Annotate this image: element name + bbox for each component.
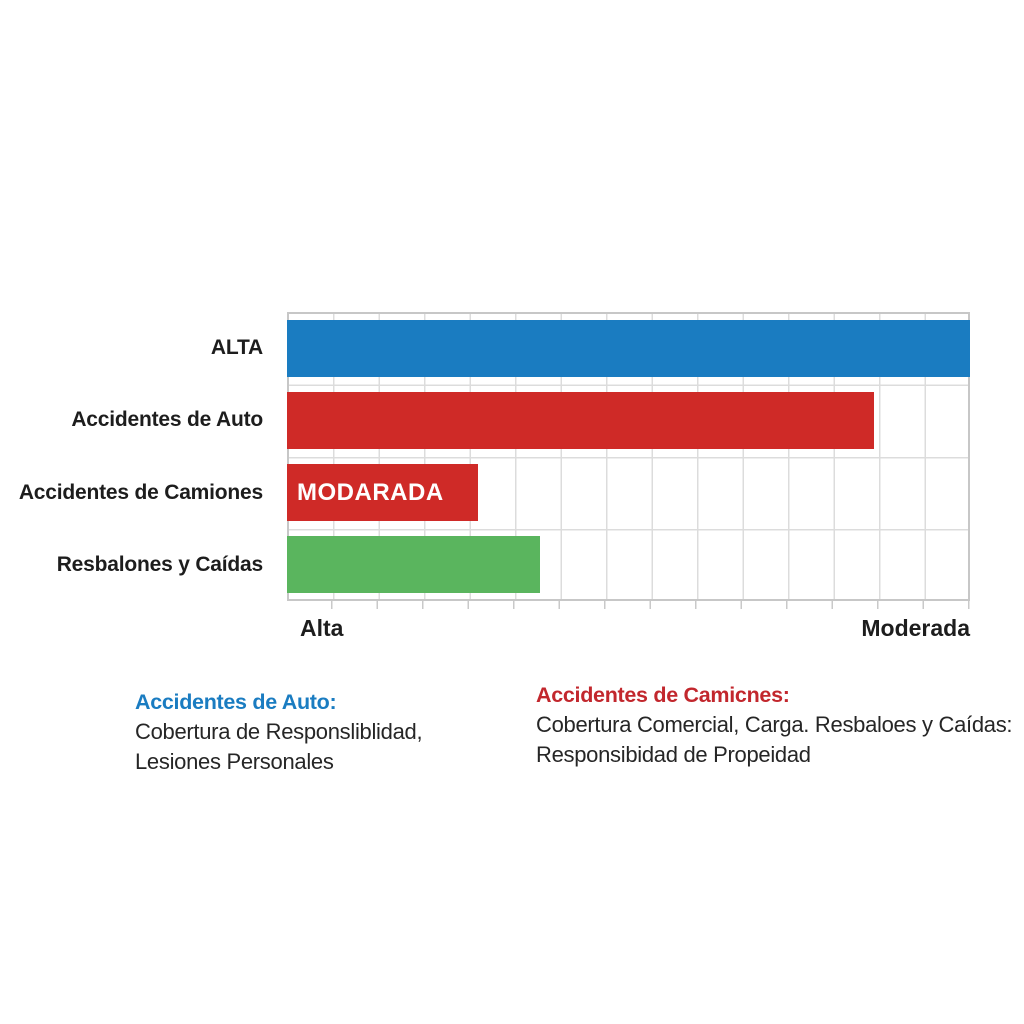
bar-row: Accidentes de Auto (0, 384, 1024, 456)
bar-2: MODARADA (287, 464, 479, 522)
category-label: Accidentes de Auto (71, 408, 263, 432)
bar-1 (287, 391, 875, 449)
annotation-accidentes-auto: Accidentes de Auto: Cobertura de Respons… (135, 687, 423, 777)
bar-track (287, 529, 970, 601)
x-axis-label-right: Moderada (861, 615, 970, 641)
category-label: ALTA (210, 336, 263, 360)
annotation-camiones-line-2: Responsibidad de Propeidad (536, 742, 811, 767)
category-label: Accidentes de Camiones (18, 480, 263, 504)
bar-row: Accidentes de Camiones MODARADA (0, 457, 1024, 529)
risk-bar-chart: ALTA Accidentes de Auto Accidentes de Cami… (0, 312, 1024, 652)
bar-track: MODARADA (287, 457, 970, 529)
bar-value-label: MODARADA (297, 478, 444, 506)
bar-rows: ALTA Accidentes de Auto Accidentes de Cami… (0, 312, 1024, 601)
bar-3 (287, 536, 540, 594)
annotation-auto-heading: Accidentes de Auto: (135, 690, 337, 714)
bar-track (287, 384, 970, 456)
bar-row: Resbalones y Caídas (0, 529, 1024, 601)
annotation-auto-line-2: Lesiones Personales (135, 749, 334, 774)
annotation-camiones-line-1: Cobertura Comercial, Carga. Resbaloes y … (536, 712, 1013, 737)
category-label: Resbalones y Caídas (56, 552, 263, 576)
bar-row: ALTA (0, 312, 1024, 384)
x-axis-label-left: Alta (300, 615, 344, 641)
bar-track (287, 312, 970, 384)
x-axis-ticks (287, 601, 970, 609)
bar-0 (287, 319, 970, 377)
x-axis: Alta Moderada (287, 615, 970, 642)
annotation-camiones-heading: Accidentes de Camicnes: (536, 683, 790, 707)
annotation-auto-line-1: Cobertura de Responsliblidad, (135, 719, 423, 744)
annotation-accidentes-camiones: Accidentes de Camicnes: Cobertura Comerc… (536, 680, 1013, 770)
